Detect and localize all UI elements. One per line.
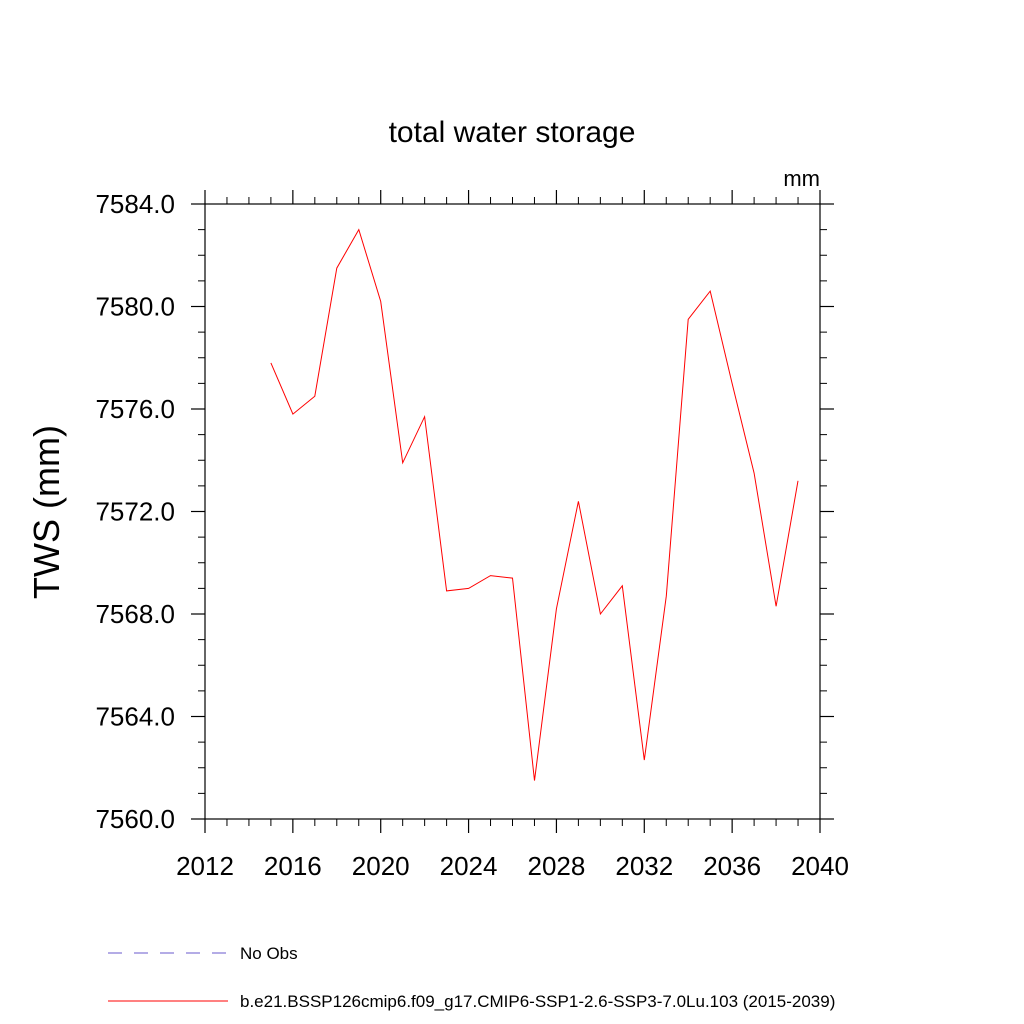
units-label: mm xyxy=(783,166,820,191)
x-tick-label: 2012 xyxy=(176,851,234,881)
legend: No Obs b.e21.BSSP126cmip6.f09_g17.CMIP6-… xyxy=(108,944,835,1011)
x-tick-label: 2032 xyxy=(615,851,673,881)
x-tick-label: 2024 xyxy=(440,851,498,881)
plot-frame xyxy=(204,203,821,820)
x-tick-label: 2040 xyxy=(791,851,849,881)
x-tick-label: 2028 xyxy=(528,851,586,881)
series-layer xyxy=(270,228,799,781)
chart-title: total water storage xyxy=(389,116,636,149)
y-axis-label: TWS (mm) xyxy=(26,425,67,599)
x-tick-label: 2020 xyxy=(352,851,410,881)
legend-label-no-obs: No Obs xyxy=(240,944,298,963)
y-tick-label: 7580.0 xyxy=(95,292,175,322)
y-tick-label: 7572.0 xyxy=(95,497,175,527)
x-axis: 2012 2016 2020 2024 2028 2032 2036 2040 xyxy=(176,190,849,881)
y-tick-label: 7576.0 xyxy=(95,394,175,424)
x-tick-label: 2016 xyxy=(264,851,322,881)
legend-label-model: b.e21.BSSP126cmip6.f09_g17.CMIP6-SSP1-2.… xyxy=(240,992,835,1011)
y-tick-label: 7584.0 xyxy=(95,189,175,219)
y-axis: 7560.0 7564.0 7568.0 7572.0 7576.0 7580.0 7584… xyxy=(95,189,834,834)
y-tick-label: 7568.0 xyxy=(95,599,175,629)
y-tick-label: 7564.0 xyxy=(95,702,175,732)
x-tick-label: 2036 xyxy=(703,851,761,881)
series-line-0 xyxy=(270,228,799,781)
y-tick-label: 7560.0 xyxy=(95,804,175,834)
